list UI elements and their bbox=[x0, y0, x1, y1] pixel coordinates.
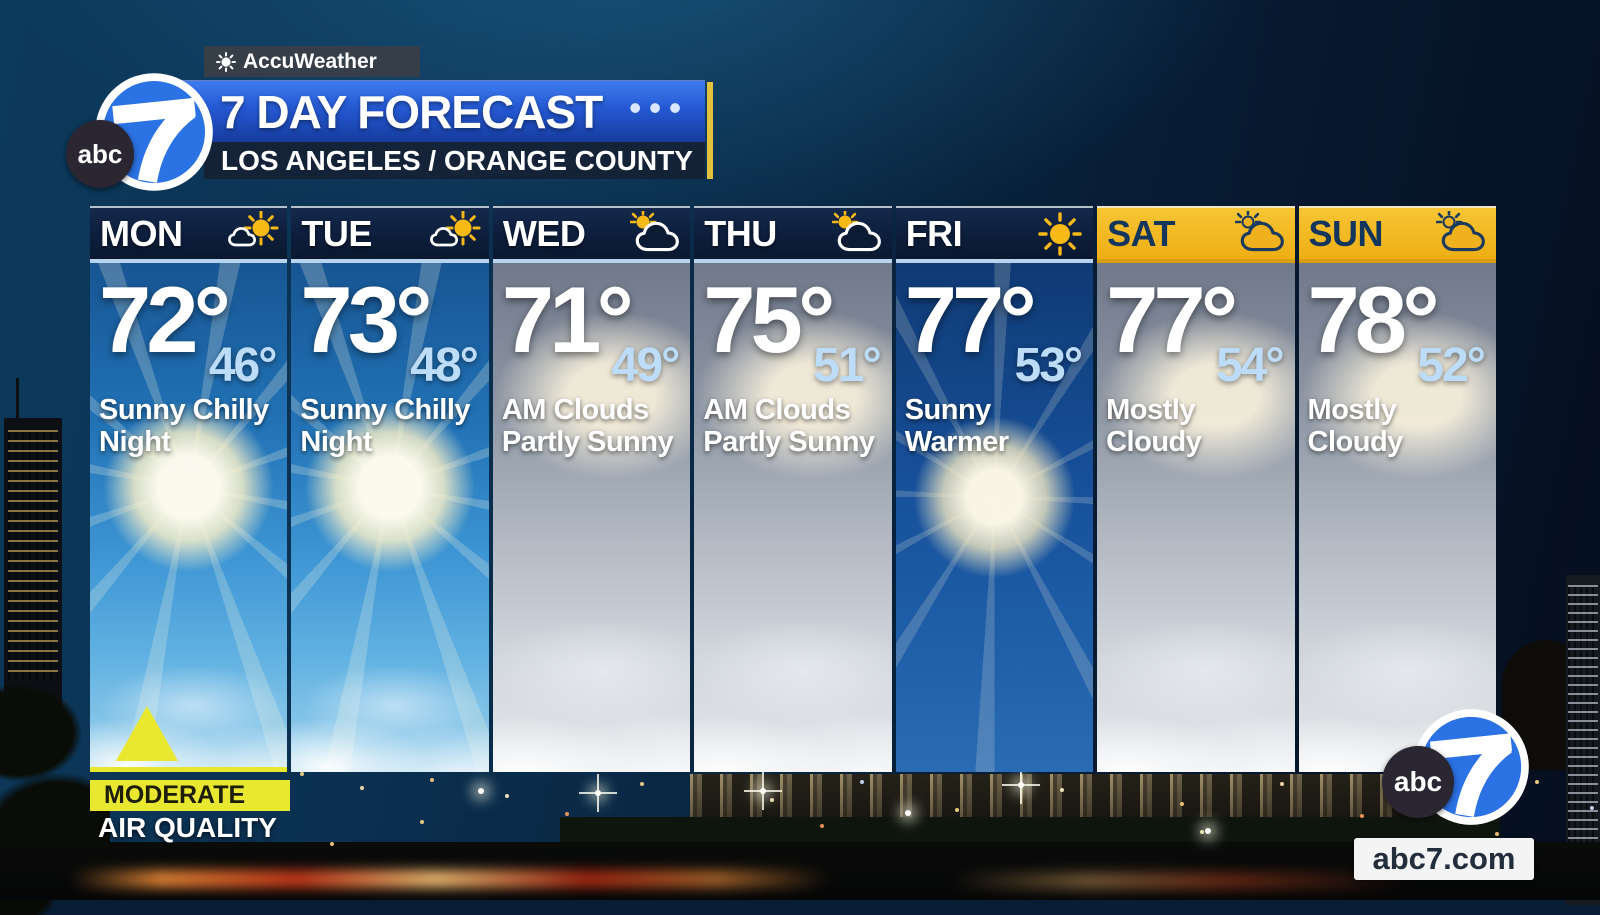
high-temp: 75° bbox=[703, 267, 835, 372]
menu-dots-icon: ••• bbox=[629, 88, 689, 127]
station-url: abc7.com bbox=[1372, 841, 1516, 876]
day-header: WED bbox=[492, 206, 691, 263]
region-label: LOS ANGELES / ORANGE COUNTY bbox=[221, 144, 693, 176]
day-name: TUE bbox=[301, 212, 372, 254]
day-header: SAT bbox=[1097, 206, 1295, 263]
street-lamp-glow bbox=[579, 774, 617, 812]
day-name: FRI bbox=[905, 212, 963, 254]
abc-badge-label: abc bbox=[1393, 766, 1443, 797]
abc-badge-label: abc bbox=[77, 138, 123, 169]
street-lamp-glow bbox=[744, 772, 782, 810]
low-temp: 49° bbox=[611, 338, 681, 392]
forecast-day-column: SUN 78° 52° Mostly Cloudy bbox=[1298, 206, 1496, 772]
accuweather-sun-icon bbox=[216, 51, 236, 72]
tower-window-lights bbox=[8, 430, 58, 680]
high-temp: 71° bbox=[501, 267, 634, 372]
low-temp: 51° bbox=[813, 338, 882, 392]
mostly-sunny-icon bbox=[429, 211, 483, 257]
forecast-day-column: TUE 73° 48° Sunny Chilly Night bbox=[291, 206, 489, 772]
mostly-sunny-icon bbox=[227, 211, 281, 257]
day-name: THU bbox=[704, 212, 777, 254]
forecast-day-column: WED 71° 49° AM Clouds Partly Sunny bbox=[492, 206, 691, 772]
low-temp: 53° bbox=[1014, 338, 1084, 392]
forecast-title: 7 DAY FORECAST bbox=[220, 85, 603, 138]
day-name: SUN bbox=[1308, 212, 1384, 254]
partly-sunny-icon bbox=[831, 210, 886, 257]
day-body: 77° 54° Mostly Cloudy bbox=[1097, 263, 1295, 772]
day-body: 77° 53° Sunny Warmer bbox=[895, 263, 1094, 772]
abc-badge: abc bbox=[66, 120, 134, 188]
day-description: Sunny Chilly Night bbox=[300, 393, 471, 458]
partly-sunny-icon bbox=[1435, 210, 1490, 257]
day-body: 78° 52° Mostly Cloudy bbox=[1298, 263, 1496, 772]
day-header: MON bbox=[90, 206, 288, 263]
forecast-day-column: SAT 77° 54° Mostly Cloudy bbox=[1097, 206, 1295, 772]
day-name: WED bbox=[502, 212, 586, 254]
tower-antenna bbox=[16, 378, 19, 420]
station-url-box: abc7.com bbox=[1354, 838, 1534, 880]
air-quality-level-bar: MODERATE bbox=[90, 780, 290, 811]
high-temp: 73° bbox=[300, 267, 432, 372]
highrise-window-lights bbox=[1568, 585, 1598, 885]
day-header: FRI bbox=[895, 206, 1094, 263]
low-temp: 52° bbox=[1417, 338, 1486, 392]
high-temp: 77° bbox=[1106, 267, 1238, 372]
day-body: 72° 46° Sunny Chilly Night bbox=[90, 263, 288, 772]
forecast-day-column: THU 75° 51° AM Clouds Partly Sunny bbox=[694, 206, 892, 772]
city-light-dots bbox=[300, 772, 304, 776]
traffic-light-streaks bbox=[70, 870, 830, 888]
lit-building-facade bbox=[690, 774, 1478, 820]
day-description: Mostly Cloudy bbox=[1307, 393, 1404, 458]
day-name: MON bbox=[100, 212, 183, 254]
region-bar: LOS ANGELES / ORANGE COUNTY bbox=[204, 142, 705, 179]
street-lamp-glow bbox=[1205, 828, 1211, 834]
air-quality-level: MODERATE bbox=[104, 781, 246, 809]
day-description: Mostly Cloudy bbox=[1106, 393, 1202, 458]
day-header: TUE bbox=[291, 206, 489, 263]
day-description: Sunny Warmer bbox=[904, 393, 1009, 458]
street-lamp-glow bbox=[478, 788, 484, 794]
traffic-light-streaks bbox=[950, 874, 1410, 888]
day-body: 75° 51° AM Clouds Partly Sunny bbox=[694, 263, 892, 772]
accuweather-label: AccuWeather bbox=[243, 49, 377, 73]
forecast-day-column: MON 72° 46° Sunny Chilly Night bbox=[90, 206, 288, 772]
low-temp: 48° bbox=[410, 338, 479, 392]
street-lamp-glow bbox=[905, 810, 911, 816]
accuweather-bar: AccuWeather bbox=[204, 46, 420, 77]
day-description: Sunny Chilly Night bbox=[99, 393, 269, 458]
day-body: 73° 48° Sunny Chilly Night bbox=[291, 263, 489, 772]
forecast-day-column: FRI 77° 53° Sunny Warmer bbox=[895, 206, 1094, 772]
low-temp: 46° bbox=[208, 338, 278, 392]
forecast-title-banner: 7 DAY FORECAST ••• bbox=[142, 80, 705, 142]
aqi-triangle-icon bbox=[116, 706, 178, 761]
low-temp: 54° bbox=[1215, 338, 1285, 392]
day-description: AM Clouds Partly Sunny bbox=[501, 393, 674, 458]
day-name: SAT bbox=[1107, 212, 1175, 254]
street-lamp-glow bbox=[1002, 766, 1040, 804]
air-quality-label: AIR QUALITY bbox=[98, 812, 277, 843]
banner-accent-line bbox=[707, 82, 713, 179]
high-temp: 77° bbox=[904, 267, 1037, 372]
partly-sunny-icon bbox=[1234, 210, 1289, 257]
day-body: 71° 49° AM Clouds Partly Sunny bbox=[492, 263, 691, 772]
partly-sunny-icon bbox=[630, 210, 684, 257]
day-description: AM Clouds Partly Sunny bbox=[703, 393, 875, 458]
air-quality-underline bbox=[90, 767, 288, 772]
day-header: SUN bbox=[1298, 206, 1496, 263]
abc-badge: abc bbox=[1382, 746, 1454, 818]
forecast-row: MON 72° 46° Sunny Chilly Night TUE 73° 4… bbox=[90, 206, 1496, 772]
high-temp: 72° bbox=[99, 267, 231, 372]
high-temp: 78° bbox=[1307, 267, 1440, 372]
sunny-icon bbox=[1033, 211, 1087, 257]
day-header: THU bbox=[694, 206, 892, 263]
